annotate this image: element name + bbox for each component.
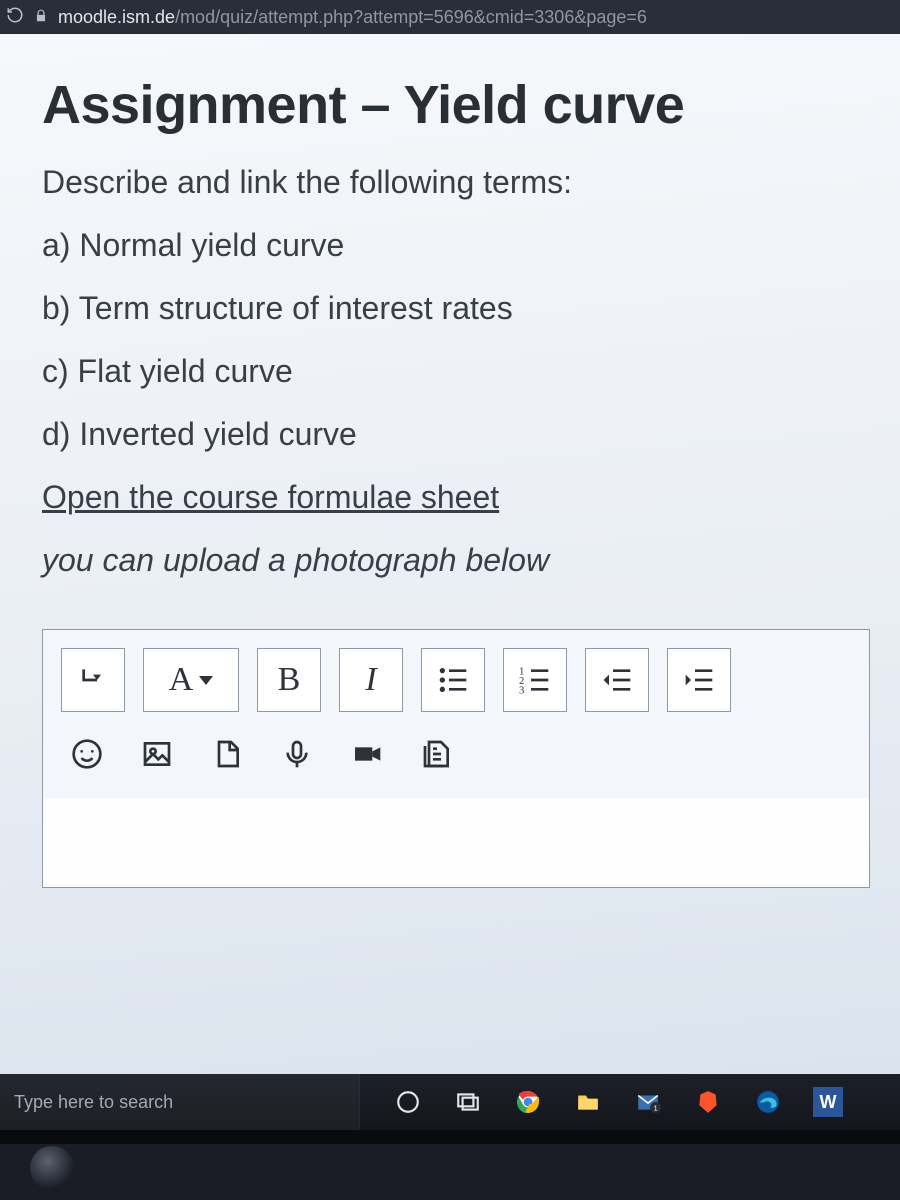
toolbar-row-2 [61, 728, 851, 780]
page-title: Assignment – Yield curve [42, 74, 870, 136]
file-button[interactable] [201, 728, 253, 780]
task-view-icon[interactable] [440, 1074, 496, 1130]
numbered-list-button[interactable]: 123 [503, 648, 567, 712]
manage-files-button[interactable] [411, 728, 463, 780]
brave-icon[interactable] [680, 1074, 736, 1130]
assignment-prompt: Describe and link the following terms: [42, 164, 870, 201]
page-content: Assignment – Yield curve Describe and li… [0, 34, 900, 1130]
reload-icon[interactable] [6, 6, 24, 29]
toolbar-row-1: A B I 123 [61, 648, 851, 712]
chrome-icon[interactable] [500, 1074, 556, 1130]
emoji-button[interactable] [61, 728, 113, 780]
windows-taskbar: Type here to search 1 [0, 1074, 900, 1130]
edge-icon[interactable] [740, 1074, 796, 1130]
file-explorer-icon[interactable] [560, 1074, 616, 1130]
url-host: moodle.ism.de [58, 7, 175, 27]
assignment-item: a) Normal yield curve [42, 227, 870, 264]
taskbar-search[interactable]: Type here to search [0, 1074, 360, 1130]
lock-icon [34, 7, 48, 28]
image-button[interactable] [131, 728, 183, 780]
url-text[interactable]: moodle.ism.de/mod/quiz/attempt.php?attem… [58, 7, 647, 28]
upload-hint: you can upload a photograph below [42, 542, 870, 579]
chevron-down-icon [199, 676, 213, 685]
font-style-dropdown[interactable]: A [143, 648, 239, 712]
laptop-camera [30, 1146, 74, 1190]
screen-bezel [0, 1130, 900, 1144]
assignment-item: d) Inverted yield curve [42, 416, 870, 453]
word-icon[interactable]: W [800, 1074, 856, 1130]
url-path: /mod/quiz/attempt.php?attempt=5696&cmid=… [175, 7, 647, 27]
microphone-button[interactable] [271, 728, 323, 780]
italic-button[interactable]: I [339, 648, 403, 712]
taskbar-search-placeholder: Type here to search [14, 1092, 173, 1113]
video-button[interactable] [341, 728, 393, 780]
browser-address-bar: moodle.ism.de/mod/quiz/attempt.php?attem… [0, 0, 900, 34]
editor-toolbar: A B I 123 [42, 629, 870, 798]
indent-button[interactable] [667, 648, 731, 712]
outdent-button[interactable] [585, 648, 649, 712]
formulae-sheet-link[interactable]: Open the course formulae sheet [42, 479, 499, 516]
svg-text:3: 3 [519, 685, 524, 696]
svg-text:1: 1 [653, 1104, 657, 1113]
mail-icon[interactable]: 1 [620, 1074, 676, 1130]
bullet-list-button[interactable] [421, 648, 485, 712]
expand-toolbar-button[interactable] [61, 648, 125, 712]
editor-textarea[interactable] [42, 798, 870, 888]
assignment-item: c) Flat yield curve [42, 353, 870, 390]
bold-button[interactable]: B [257, 648, 321, 712]
assignment-item: b) Term structure of interest rates [42, 290, 870, 327]
cortana-icon[interactable] [380, 1074, 436, 1130]
